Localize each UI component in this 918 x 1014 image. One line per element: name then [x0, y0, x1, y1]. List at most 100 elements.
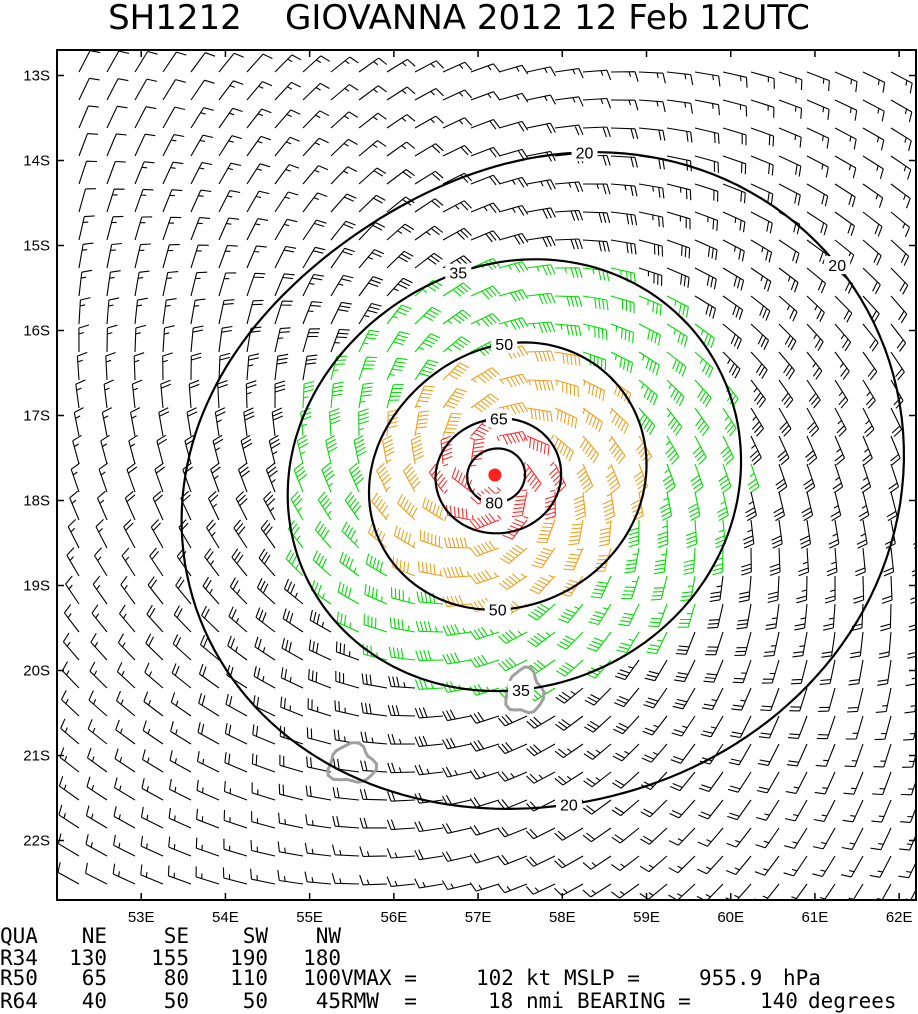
wind-barb — [190, 352, 202, 381]
wind-barb — [140, 835, 164, 857]
wind-barb — [364, 584, 388, 605]
contour-label: 20 — [560, 798, 578, 815]
wind-barb — [386, 114, 416, 129]
wind-barb — [470, 174, 501, 186]
wind-barb — [73, 407, 84, 437]
wind-barb — [548, 461, 567, 493]
wind-barb — [610, 211, 638, 226]
wind-barb — [888, 463, 900, 494]
lon-tick-label: 53E — [128, 909, 155, 926]
wind-barb — [358, 222, 386, 241]
wind-barb — [336, 611, 360, 633]
wind-barb — [78, 133, 98, 157]
wind-barb — [246, 190, 270, 213]
wind-barb — [332, 815, 360, 829]
wind-barb — [856, 519, 868, 549]
wind-barb — [610, 155, 638, 168]
wind-barb — [858, 491, 870, 522]
wind-barb — [880, 603, 892, 632]
wind-barb — [195, 866, 220, 885]
wind-barb — [694, 267, 717, 290]
wind-barb — [358, 408, 369, 437]
wind-barb — [162, 79, 186, 101]
wind-barb — [304, 871, 332, 885]
wind-barb — [113, 834, 136, 857]
wind-barb — [268, 434, 281, 465]
wind-barb — [522, 462, 542, 493]
contour-label-bg — [485, 409, 512, 428]
wind-barb — [613, 715, 640, 735]
wind-barb — [358, 249, 385, 269]
wind-barb — [443, 537, 472, 549]
wind-barb — [573, 491, 586, 521]
storm-center-marker — [488, 468, 502, 482]
lon-labels: 53E 54E 55E 56E 57E 58E 59E 60E 61E 62E — [128, 909, 913, 926]
wind-barb — [330, 111, 359, 129]
wind-barb — [640, 799, 668, 818]
wind-barb — [862, 407, 875, 437]
wind-barb — [62, 632, 80, 661]
wind-barb — [252, 695, 276, 717]
wind-barb — [526, 321, 556, 333]
wind-barb — [870, 827, 892, 851]
wind-barb — [442, 227, 472, 241]
wind-barb — [605, 463, 621, 494]
wind-barb — [160, 379, 172, 409]
wind-barb — [666, 407, 683, 436]
wind-barb — [586, 631, 612, 652]
lon-tick-label: 62E — [886, 909, 913, 926]
wind-barb — [611, 855, 640, 872]
wind-barb — [441, 880, 472, 891]
wind-barb — [143, 691, 164, 717]
wind-barb — [65, 575, 80, 605]
wind-barb — [204, 548, 220, 577]
wind-barb — [703, 659, 724, 683]
wind-barb — [862, 99, 885, 122]
wind-barb — [335, 641, 360, 661]
wind-barb — [78, 269, 93, 297]
wind-barb — [871, 799, 892, 823]
wind-barb — [582, 799, 612, 815]
wind-barb — [246, 163, 271, 185]
wind-barb — [358, 356, 378, 381]
wind-barb — [387, 733, 416, 745]
wind-barb — [308, 668, 332, 689]
wind-barb — [134, 297, 148, 325]
wind-barb — [834, 295, 853, 323]
wind-barb — [650, 575, 668, 601]
wind-barb — [376, 462, 392, 493]
wind-barb — [883, 547, 895, 577]
wind-barb — [756, 799, 780, 821]
wind-barb — [386, 331, 410, 353]
wind-barb — [806, 155, 829, 178]
wind-barb — [722, 71, 748, 88]
wind-barb — [171, 663, 192, 689]
wind-barb — [469, 626, 500, 641]
wind-barb — [526, 292, 556, 305]
wind-contours — [180, 151, 906, 811]
wind-barb — [862, 239, 882, 266]
wind-barb — [497, 771, 528, 782]
radii-cell: 110 — [230, 966, 268, 990]
wind-barb — [330, 274, 354, 297]
axis-ticks — [57, 50, 916, 900]
wind-barb — [554, 379, 579, 397]
wind-barb — [598, 519, 612, 547]
wind-barb — [806, 295, 825, 323]
wind-barb — [582, 211, 611, 224]
lon-tick-label: 56E — [381, 909, 408, 926]
wind-barb — [304, 842, 332, 857]
wind-barb — [602, 491, 616, 521]
radii-row-label: QUA — [0, 924, 38, 948]
wind-barb — [750, 71, 775, 89]
wind-barb — [638, 267, 663, 286]
wind-barb — [417, 561, 444, 577]
wind-barb — [890, 435, 901, 466]
wind-barb — [113, 806, 136, 829]
wind-barb — [359, 789, 388, 801]
radii-cell: 50 — [164, 989, 189, 1013]
radii-cell: NE — [82, 924, 107, 948]
wind-barb — [75, 379, 86, 409]
wind-barb — [243, 407, 255, 437]
wind-barb — [758, 715, 780, 739]
